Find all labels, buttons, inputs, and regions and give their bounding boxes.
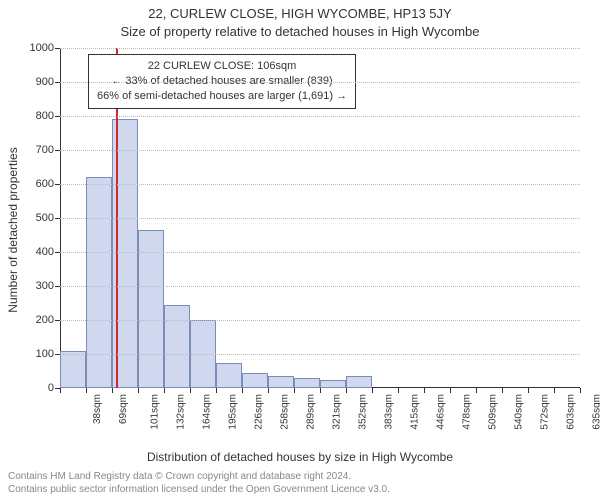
histogram-bar [346,376,372,388]
x-tick-mark [398,388,399,393]
chart-supertitle: 22, CURLEW CLOSE, HIGH WYCOMBE, HP13 5JY [0,6,600,21]
x-tick-label: 478sqm [462,394,473,430]
x-tick-label: 572sqm [540,394,551,430]
histogram-bar [138,230,164,388]
x-tick-mark [242,388,243,393]
footer-line1: Contains HM Land Registry data © Crown c… [8,470,390,483]
x-tick-mark [320,388,321,393]
x-tick-label: 164sqm [202,394,213,430]
plot-area: 22 CURLEW CLOSE: 106sqm ← 33% of detache… [60,48,580,388]
x-tick-mark [268,388,269,393]
histogram-bar [268,376,294,388]
grid-line [60,252,580,253]
grid-line [60,218,580,219]
y-tick-label: 200 [36,314,60,326]
grid-line [60,48,580,49]
y-tick-label: 400 [36,246,60,258]
y-tick-label: 800 [36,110,60,122]
histogram-bar [164,305,190,388]
annotation-line1: 22 CURLEW CLOSE: 106sqm [97,59,347,74]
x-tick-label: 383sqm [384,394,395,430]
x-tick-label: 635sqm [592,394,600,430]
histogram-bar [294,378,320,388]
x-tick-mark [112,388,113,393]
x-tick-label: 195sqm [228,394,239,430]
x-tick-mark [372,388,373,393]
footer-line2: Contains public sector information licen… [8,483,390,496]
annotation-line3: 66% of semi-detached houses are larger (… [97,89,347,104]
x-axis-title: Distribution of detached houses by size … [0,450,600,464]
x-tick-label: 101sqm [150,394,161,430]
grid-line [60,354,580,355]
x-tick-mark [164,388,165,393]
footer-attribution: Contains HM Land Registry data © Crown c… [8,470,390,496]
x-tick-mark [60,388,61,393]
x-tick-label: 258sqm [280,394,291,430]
y-tick-label: 900 [36,76,60,88]
x-tick-label: 446sqm [436,394,447,430]
x-tick-label: 321sqm [332,394,343,430]
x-tick-label: 540sqm [514,394,525,430]
histogram-bar [86,177,112,388]
x-tick-mark [476,388,477,393]
y-tick-label: 600 [36,178,60,190]
x-tick-mark [138,388,139,393]
y-tick-label: 300 [36,280,60,292]
x-tick-mark [554,388,555,393]
x-tick-mark [528,388,529,393]
x-tick-label: 226sqm [254,394,265,430]
histogram-bar [60,351,86,388]
histogram-bar [242,373,268,388]
grid-line [60,320,580,321]
x-tick-label: 509sqm [488,394,499,430]
x-tick-label: 132sqm [176,394,187,430]
x-tick-mark [450,388,451,393]
y-axis-label: Number of detached properties [6,65,20,230]
x-tick-label: 38sqm [92,394,103,424]
y-tick-label: 100 [36,348,60,360]
histogram-bar [320,380,346,389]
x-tick-mark [216,388,217,393]
x-tick-label: 289sqm [306,394,317,430]
histogram-bar [216,363,242,389]
x-tick-mark [424,388,425,393]
y-tick-label: 0 [48,382,60,394]
y-tick-label: 700 [36,144,60,156]
x-tick-label: 415sqm [410,394,421,430]
x-tick-mark [502,388,503,393]
x-tick-mark [190,388,191,393]
x-tick-mark [86,388,87,393]
x-tick-label: 603sqm [566,394,577,430]
x-tick-mark [580,388,581,393]
grid-line [60,116,580,117]
grid-line [60,82,580,83]
chart-title: Size of property relative to detached ho… [0,24,600,39]
y-tick-label: 1000 [30,42,60,54]
grid-line [60,286,580,287]
chart-container: 22, CURLEW CLOSE, HIGH WYCOMBE, HP13 5JY… [0,0,600,500]
x-tick-mark [346,388,347,393]
x-tick-label: 352sqm [358,394,369,430]
y-tick-label: 500 [36,212,60,224]
x-tick-mark [294,388,295,393]
grid-line [60,150,580,151]
x-tick-label: 69sqm [118,394,129,424]
grid-line [60,184,580,185]
